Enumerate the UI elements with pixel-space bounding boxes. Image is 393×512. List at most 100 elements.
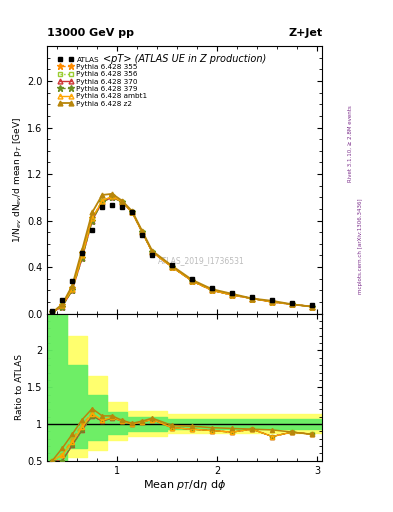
Text: ATLAS_2019_I1736531: ATLAS_2019_I1736531	[158, 255, 244, 265]
Pythia 6.428 379	[230, 292, 235, 298]
Pythia 6.428 z2	[230, 291, 235, 297]
Pythia 6.428 370	[290, 301, 295, 307]
Pythia 6.428 379	[70, 287, 75, 293]
Pythia 6.428 379	[210, 287, 215, 293]
Pythia 6.428 370	[170, 264, 174, 270]
Pythia 6.428 z2	[290, 301, 295, 307]
Pythia 6.428 356	[50, 309, 55, 315]
Pythia 6.428 355	[60, 303, 64, 309]
ATLAS	[90, 227, 95, 233]
Pythia 6.428 370	[50, 309, 55, 315]
Pythia 6.428 z2	[250, 295, 255, 302]
Pythia 6.428 ambt1	[250, 295, 255, 302]
Pythia 6.428 355	[50, 309, 55, 315]
Pythia 6.428 379	[250, 295, 255, 302]
ATLAS	[250, 294, 255, 301]
Pythia 6.428 z2	[210, 286, 215, 292]
Pythia 6.428 379	[60, 304, 64, 310]
Pythia 6.428 ambt1	[140, 229, 145, 236]
Pythia 6.428 379	[50, 309, 55, 315]
ATLAS	[150, 252, 154, 259]
Pythia 6.428 356	[90, 215, 95, 221]
Text: Z+Jet: Z+Jet	[288, 28, 322, 38]
Line: Pythia 6.428 z2: Pythia 6.428 z2	[50, 191, 315, 315]
Pythia 6.428 z2	[70, 283, 75, 289]
Y-axis label: Ratio to ATLAS: Ratio to ATLAS	[15, 354, 24, 420]
ATLAS	[210, 285, 215, 291]
Pythia 6.428 ambt1	[170, 264, 174, 270]
Pythia 6.428 379	[120, 199, 125, 205]
Pythia 6.428 370	[120, 199, 125, 205]
Pythia 6.428 370	[80, 255, 84, 261]
Pythia 6.428 379	[270, 299, 275, 305]
Pythia 6.428 379	[310, 304, 315, 310]
Pythia 6.428 370	[250, 295, 255, 302]
Pythia 6.428 z2	[100, 192, 105, 198]
Pythia 6.428 z2	[190, 277, 195, 283]
Pythia 6.428 370	[70, 287, 75, 293]
Pythia 6.428 370	[210, 287, 215, 293]
Pythia 6.428 356	[210, 287, 215, 293]
Pythia 6.428 379	[140, 229, 145, 236]
Pythia 6.428 356	[110, 193, 114, 199]
Pythia 6.428 355	[70, 285, 75, 291]
Pythia 6.428 z2	[310, 304, 315, 310]
Pythia 6.428 355	[80, 250, 84, 256]
Pythia 6.428 ambt1	[70, 286, 75, 292]
Pythia 6.428 ambt1	[80, 252, 84, 259]
ATLAS	[270, 296, 275, 303]
Pythia 6.428 379	[110, 194, 114, 200]
Pythia 6.428 ambt1	[290, 301, 295, 307]
Pythia 6.428 z2	[110, 191, 114, 197]
Y-axis label: 1/N$_{ev}$ dN$_{ev}$/d mean p$_T$ [GeV]: 1/N$_{ev}$ dN$_{ev}$/d mean p$_T$ [GeV]	[11, 117, 24, 243]
ATLAS	[310, 303, 315, 309]
Pythia 6.428 356	[150, 249, 154, 255]
Pythia 6.428 356	[100, 198, 105, 204]
Pythia 6.428 370	[190, 278, 195, 284]
Pythia 6.428 355	[120, 199, 125, 205]
Pythia 6.428 ambt1	[190, 278, 195, 284]
Pythia 6.428 356	[190, 278, 195, 284]
Pythia 6.428 356	[140, 229, 145, 236]
Pythia 6.428 ambt1	[230, 292, 235, 298]
Pythia 6.428 z2	[130, 208, 134, 215]
Pythia 6.428 379	[80, 255, 84, 261]
Pythia 6.428 379	[170, 264, 174, 270]
Line: Pythia 6.428 370: Pythia 6.428 370	[50, 195, 315, 315]
Pythia 6.428 356	[230, 292, 235, 298]
Pythia 6.428 379	[100, 199, 105, 205]
ATLAS	[140, 231, 145, 238]
Pythia 6.428 355	[140, 229, 145, 236]
Pythia 6.428 356	[60, 303, 64, 309]
Text: Rivet 3.1.10, ≥ 2.8M events: Rivet 3.1.10, ≥ 2.8M events	[348, 105, 353, 182]
X-axis label: Mean $\mathit{p_T}$/d$\eta$ d$\phi$: Mean $\mathit{p_T}$/d$\eta$ d$\phi$	[143, 478, 226, 493]
Pythia 6.428 356	[250, 295, 255, 302]
ATLAS	[60, 296, 64, 303]
Pythia 6.428 z2	[50, 309, 55, 315]
Pythia 6.428 ambt1	[110, 193, 114, 199]
Line: Pythia 6.428 ambt1: Pythia 6.428 ambt1	[50, 194, 315, 315]
Pythia 6.428 356	[120, 199, 125, 205]
Pythia 6.428 370	[110, 194, 114, 200]
Pythia 6.428 z2	[140, 228, 145, 234]
Pythia 6.428 370	[230, 292, 235, 298]
Pythia 6.428 370	[140, 229, 145, 236]
Pythia 6.428 z2	[270, 298, 275, 304]
Pythia 6.428 ambt1	[100, 198, 105, 204]
Pythia 6.428 356	[130, 209, 134, 216]
Line: ATLAS: ATLAS	[50, 203, 315, 314]
Pythia 6.428 ambt1	[90, 215, 95, 221]
Pythia 6.428 355	[270, 299, 275, 305]
Pythia 6.428 z2	[60, 301, 64, 307]
Pythia 6.428 ambt1	[60, 303, 64, 309]
Pythia 6.428 355	[230, 292, 235, 298]
ATLAS	[230, 290, 235, 296]
Pythia 6.428 370	[270, 299, 275, 305]
Line: Pythia 6.428 356: Pythia 6.428 356	[50, 194, 315, 315]
Pythia 6.428 379	[130, 209, 134, 216]
Pythia 6.428 356	[310, 304, 315, 310]
ATLAS	[50, 308, 55, 314]
Legend: ATLAS, Pythia 6.428 355, Pythia 6.428 356, Pythia 6.428 370, Pythia 6.428 379, P: ATLAS, Pythia 6.428 355, Pythia 6.428 35…	[56, 55, 149, 108]
ATLAS	[70, 278, 75, 284]
Line: Pythia 6.428 379: Pythia 6.428 379	[49, 194, 315, 315]
